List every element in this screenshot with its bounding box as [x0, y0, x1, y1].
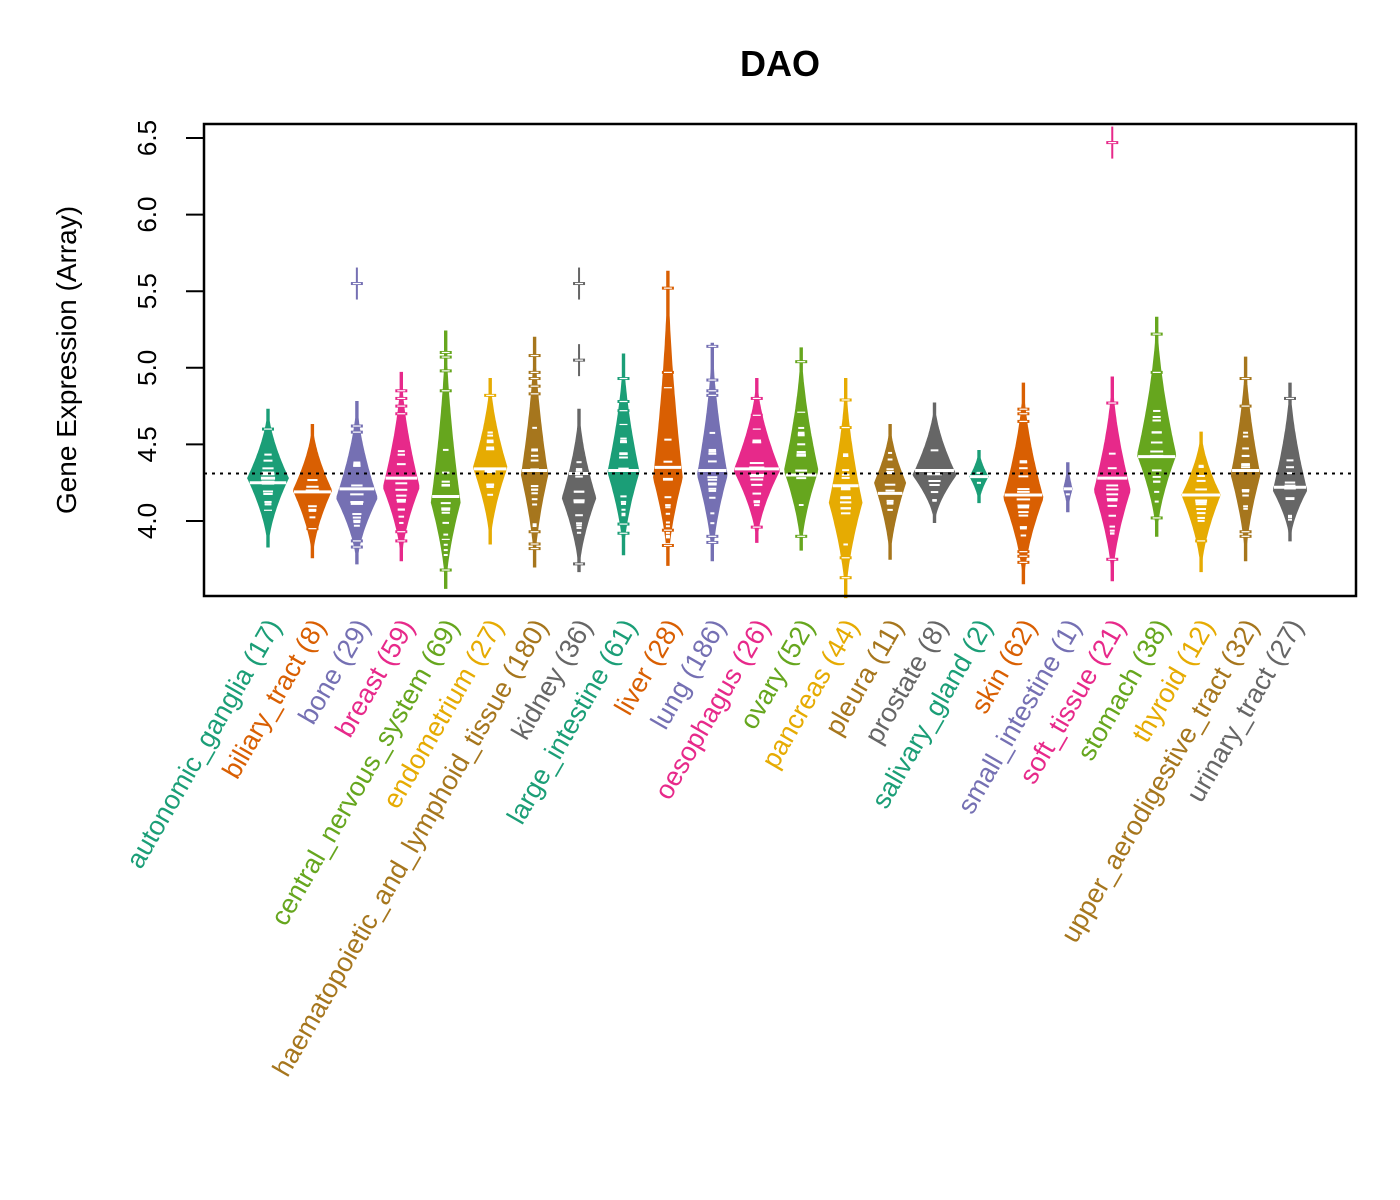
y-tick-label: 6.0 [132, 197, 162, 233]
violin-stomach [1137, 316, 1177, 537]
x-axis-labels: autonomic_ganglia (17)biliary_tract (8)b… [120, 614, 1309, 1081]
violin-body [1272, 382, 1308, 542]
violin-body [912, 402, 957, 523]
violin-kidney [561, 267, 597, 573]
violin-prostate [912, 402, 957, 523]
violin-body [784, 347, 819, 551]
violin-body [430, 330, 461, 589]
violin-ovary [784, 347, 819, 551]
y-tick-label: 4.5 [132, 426, 162, 462]
y-tick-label: 5.5 [132, 273, 162, 309]
violin-small-intestine [1062, 462, 1073, 513]
y-axis-label: Gene Expression (Array) [51, 206, 82, 514]
violin-body [561, 408, 597, 573]
y-tick-label: 6.5 [132, 120, 162, 156]
plot-area [247, 126, 1308, 599]
violin-body [1230, 356, 1261, 562]
violin-large-intestine [607, 353, 640, 556]
violin-body [653, 270, 683, 566]
y-tick-label: 5.0 [132, 350, 162, 386]
violin-salivary-gland [969, 450, 989, 504]
violin-biliary-tract [293, 424, 332, 559]
violin-body [336, 401, 378, 565]
violin-body [473, 378, 508, 545]
violin-lung [697, 342, 728, 562]
plot-frame [202, 122, 1358, 598]
violin-liver [653, 270, 683, 566]
violin-pancreas [828, 378, 863, 599]
violin-bone [336, 267, 378, 565]
chart-title: DAO [740, 43, 820, 84]
violin-endometrium [473, 378, 508, 545]
violin-oesophagus [733, 378, 780, 543]
violin-body [1003, 382, 1044, 585]
y-tick-label: 4.0 [132, 503, 162, 539]
violin-central-nervous-system [430, 330, 461, 589]
violin-upper-aerodigestive-tract [1230, 356, 1261, 562]
violin-breast [383, 371, 420, 562]
violin-body [1062, 462, 1073, 513]
y-axis: 4.0 4.5 5.0 5.5 6.0 6.5 [132, 120, 205, 539]
violin-pleura [874, 424, 907, 560]
violin-thyroid [1181, 431, 1221, 573]
violin-haematopoietic-and-lymphoid-tissue [520, 336, 549, 568]
violin-body [733, 378, 780, 543]
violin-soft-tissue [1094, 126, 1131, 582]
violin-body [383, 371, 420, 562]
violin-body [874, 424, 907, 560]
violin-body [520, 336, 549, 568]
violin-body [1137, 316, 1177, 537]
violin-skin [1003, 382, 1044, 585]
violin-urinary-tract [1272, 382, 1308, 542]
violin-autonomic-ganglia [247, 408, 289, 548]
